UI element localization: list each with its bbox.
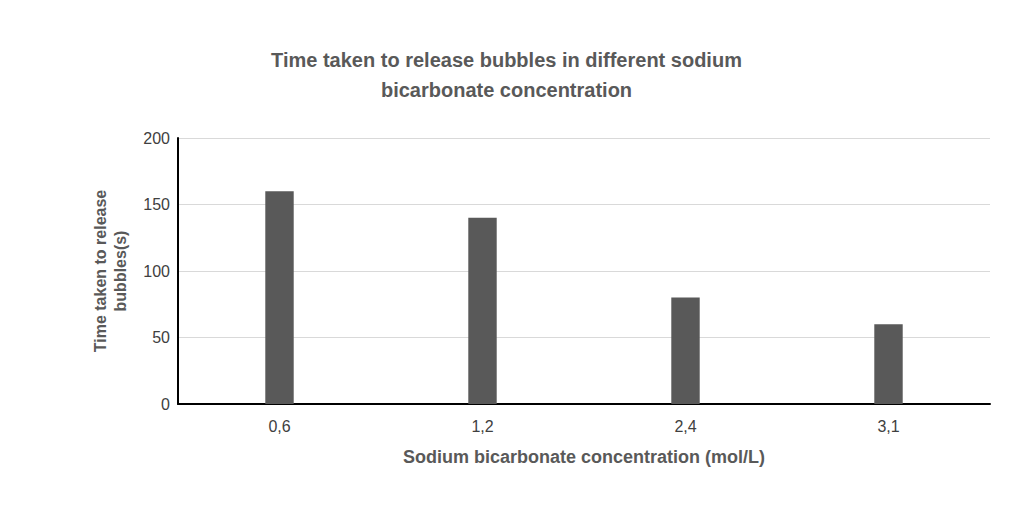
svg-text:bicarbonate concentration: bicarbonate concentration: [381, 79, 632, 101]
svg-text:1,2: 1,2: [471, 418, 493, 435]
svg-text:50: 50: [152, 329, 170, 346]
svg-text:0,6: 0,6: [268, 418, 290, 435]
svg-text:150: 150: [143, 196, 170, 213]
svg-text:3,1: 3,1: [877, 418, 899, 435]
svg-text:bubbles(s): bubbles(s): [112, 231, 129, 312]
svg-text:Sodium bicarbonate concentrati: Sodium bicarbonate concentration (mol/L): [403, 447, 765, 467]
svg-text:Time taken to release bubbles: Time taken to release bubbles in differe…: [271, 49, 742, 71]
svg-text:100: 100: [143, 263, 170, 280]
svg-text:2,4: 2,4: [674, 418, 696, 435]
svg-text:200: 200: [143, 130, 170, 147]
svg-text:Time taken to release: Time taken to release: [92, 190, 109, 353]
svg-text:0: 0: [161, 396, 170, 413]
